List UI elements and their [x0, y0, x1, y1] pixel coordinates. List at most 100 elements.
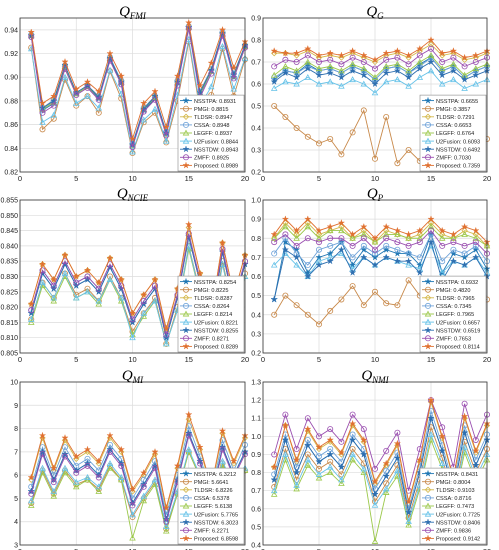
data-point	[50, 92, 58, 100]
data-point	[326, 257, 334, 265]
data-point	[38, 260, 47, 268]
data-point	[371, 253, 379, 261]
data-point	[360, 80, 368, 87]
data-point	[404, 497, 413, 505]
x-tick-label: 0	[261, 174, 265, 183]
data-point	[304, 441, 312, 449]
data-point	[394, 76, 401, 83]
data-point	[140, 297, 147, 304]
data-point	[427, 58, 435, 66]
legend-label: Proposed: 0.8289	[194, 345, 238, 351]
data-point	[50, 282, 57, 289]
y-tick-label: 0.3	[251, 331, 261, 338]
legend-box	[419, 94, 487, 172]
data-point	[185, 410, 193, 418]
data-point	[61, 73, 69, 80]
data-point	[270, 234, 278, 241]
legend-marker	[424, 294, 432, 301]
data-point	[394, 50, 401, 57]
y-tick-label: 0.6	[251, 274, 261, 281]
data-point	[393, 249, 402, 257]
data-point	[304, 262, 311, 269]
data-point	[129, 144, 136, 151]
legend-label: LEGFF: 0.8214	[194, 312, 232, 318]
data-point	[460, 253, 469, 261]
data-point	[129, 316, 136, 323]
legend-label: LEGFF: 0.6764	[436, 131, 474, 137]
legend-marker	[182, 121, 189, 128]
y-tick-label: 6	[14, 473, 18, 480]
data-point	[315, 470, 323, 477]
data-point	[382, 459, 390, 467]
data-point	[371, 65, 378, 72]
data-point	[50, 492, 58, 499]
data-point	[304, 44, 312, 52]
data-point	[292, 226, 301, 234]
data-point	[405, 261, 412, 268]
data-point	[185, 432, 192, 439]
legend: NSSTPA: 0.8931 PMGI: 0.8815 TLDSR: 0.8947 C…	[177, 94, 245, 172]
y-tick-label: 1.3	[251, 380, 261, 387]
data-point	[349, 54, 356, 61]
data-point	[219, 457, 226, 464]
data-point	[405, 518, 412, 524]
data-point	[315, 474, 323, 481]
data-point	[394, 429, 401, 436]
data-point	[460, 412, 469, 420]
data-point	[393, 257, 402, 265]
data-point	[382, 485, 390, 492]
data-point	[293, 481, 300, 488]
data-point	[304, 272, 312, 280]
chart-panel-mi: 0 5 10 15 20 3 4 5 6 7 8 9 10 QMI NSSTPA: 6.3212 PMGI: …	[10, 368, 249, 550]
data-point	[382, 49, 390, 57]
data-point	[304, 427, 311, 435]
data-point	[315, 239, 322, 246]
data-point	[140, 483, 147, 490]
data-point	[383, 300, 390, 307]
data-point	[174, 82, 181, 89]
series-line	[273, 232, 488, 300]
legend-label: NSSTPA: 0.8254	[194, 280, 236, 286]
series-line	[273, 240, 488, 300]
chart-title: QMI	[122, 368, 144, 385]
data-point	[472, 234, 480, 241]
legend-marker	[424, 113, 432, 120]
data-point	[427, 396, 435, 404]
legend-marker	[182, 335, 189, 342]
y-tick-label: 5	[14, 496, 18, 503]
data-point	[304, 425, 312, 433]
data-point	[371, 501, 379, 508]
series-zmff	[271, 45, 490, 72]
data-point	[28, 476, 35, 483]
data-point	[416, 234, 424, 241]
data-point	[326, 227, 334, 234]
y-tick-label: 1.1	[251, 416, 261, 423]
data-point	[394, 246, 401, 253]
legend-marker	[182, 105, 189, 112]
chart-title-main: Q	[117, 186, 128, 202]
legend-marker	[182, 534, 190, 542]
data-point	[106, 254, 114, 262]
y-tick-label: 0.2	[251, 351, 261, 358]
y-tick-label: 8	[14, 426, 18, 433]
chart-title-sub: NMI	[371, 375, 390, 385]
data-point	[118, 282, 125, 289]
legend: NSSTPA: 0.6655 PMGI: 0.3857 TLDSR: 0.7291 C…	[419, 94, 487, 172]
data-point	[282, 223, 289, 230]
data-point	[416, 268, 424, 276]
data-point	[106, 464, 114, 471]
y-tick-label: 0.855	[0, 198, 18, 205]
data-point	[39, 464, 46, 471]
data-point	[50, 102, 57, 109]
data-point	[292, 49, 301, 57]
legend-label: U2Fusion: 5.7765	[194, 512, 238, 518]
legend-marker	[182, 494, 189, 501]
data-point	[315, 226, 323, 234]
data-point	[337, 463, 346, 471]
y-tick-label: 0.84	[4, 146, 18, 153]
data-point	[394, 467, 401, 474]
data-point	[304, 64, 312, 72]
legend-marker	[424, 478, 431, 485]
data-point	[427, 36, 435, 44]
data-point	[348, 268, 357, 276]
